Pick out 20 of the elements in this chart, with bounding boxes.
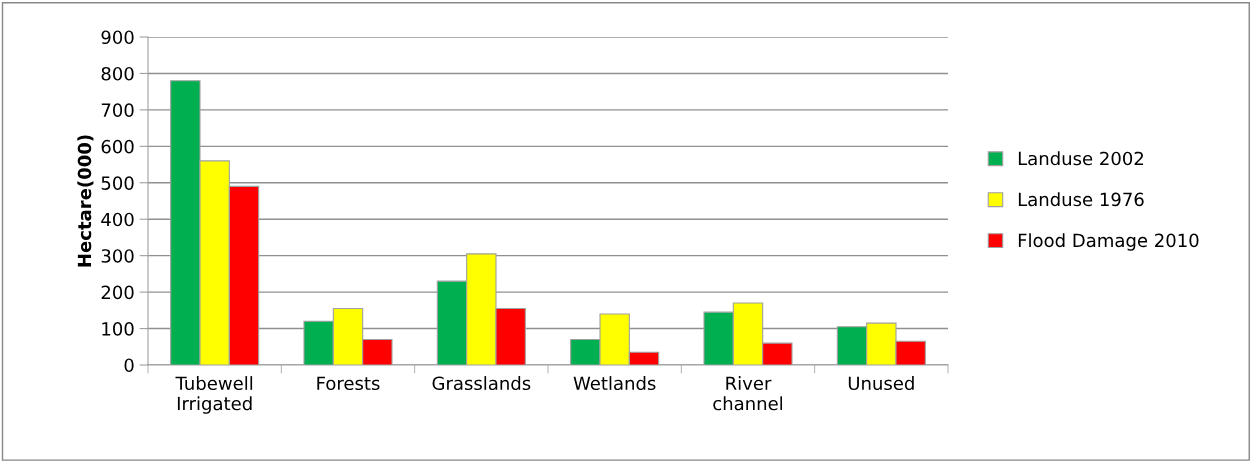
- y-tick-label: 500: [101, 176, 134, 190]
- y-tick-label: 100: [102, 322, 134, 336]
- y-tick-label: 900: [101, 30, 134, 45]
- x-tick-label: Forests: [317, 376, 380, 391]
- x-tick-label: Wetlands: [573, 376, 656, 391]
- y-tick-label: 600: [101, 139, 134, 154]
- x-tick-label: Unused: [848, 376, 914, 391]
- y-tick-label: 800: [101, 66, 134, 81]
- y-tick-label: 0: [124, 358, 134, 373]
- x-tick-label: River channel: [713, 376, 783, 411]
- legend-label: Flood Damage 2010: [1018, 233, 1199, 251]
- y-tick-label: 300: [101, 249, 134, 263]
- y-tick-label: 700: [101, 103, 134, 118]
- legend-label: Landuse 1976: [1018, 192, 1144, 207]
- x-tick-label: Grasslands: [432, 376, 531, 391]
- y-tick-label: 400: [101, 212, 134, 227]
- x-tick-label: Tubewell Irrigated: [175, 376, 253, 414]
- y-tick-label: 200: [101, 285, 134, 300]
- y-axis-title: Hectare(000): [77, 135, 94, 267]
- legend-label: Landuse 2002: [1018, 151, 1144, 166]
